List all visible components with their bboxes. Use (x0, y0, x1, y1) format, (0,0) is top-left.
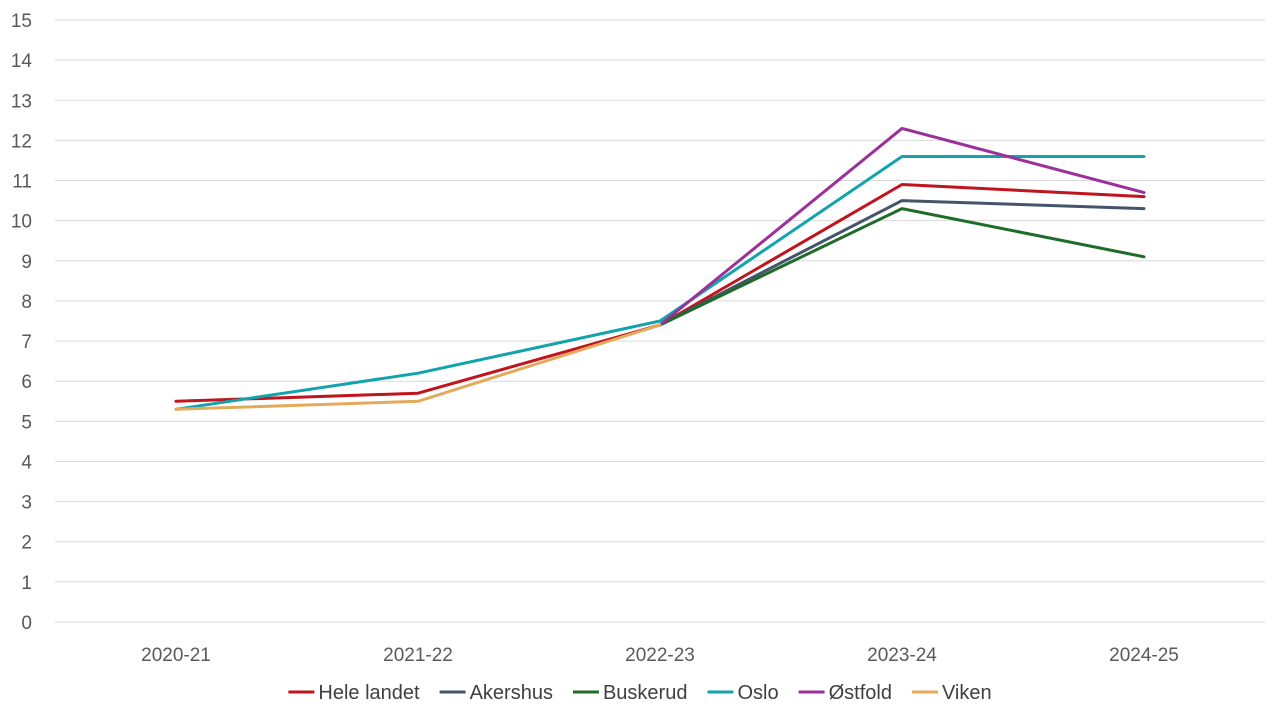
y-tick-label: 1 (21, 573, 32, 594)
legend-label: Østfold (829, 682, 892, 704)
y-tick-label: 12 (11, 131, 32, 152)
y-tick-label: 14 (11, 51, 33, 72)
x-tick-label: 2024-25 (1109, 645, 1179, 666)
series-line-buskerud (658, 207, 1146, 327)
x-tick-label: 2023-24 (867, 645, 937, 666)
series-line-akershus (658, 199, 1146, 327)
y-tick-label: 9 (21, 252, 32, 273)
y-tick-label: 5 (21, 412, 32, 433)
y-tick-label: 4 (21, 452, 32, 473)
series-line-østfold (658, 126, 1146, 327)
y-tick-label: 2 (21, 533, 32, 554)
legend-item-oslo: Oslo (707, 682, 779, 704)
y-tick-label: 7 (21, 332, 32, 353)
y-tick-label: 10 (11, 212, 32, 233)
y-tick-label: 13 (11, 91, 32, 112)
legend-item-akershus: Akershus (439, 682, 553, 704)
series-line-hele-landet (174, 183, 1146, 403)
legend-label: Viken (942, 682, 992, 704)
legend-label: Oslo (737, 682, 778, 704)
gridlines (55, 19, 1265, 623)
legend-label: Buskerud (603, 682, 688, 704)
x-tick-label: 2020-21 (141, 645, 211, 666)
legend-item-buskerud: Buskerud (572, 682, 688, 704)
legend-item-østfold: Østfold (798, 682, 892, 704)
legend-label: Akershus (470, 682, 553, 704)
legend-label: Hele landet (318, 682, 420, 704)
x-tick-label: 2021-22 (383, 645, 453, 666)
y-tick-label: 6 (21, 372, 32, 393)
legend: Hele landet Akershus Buskerud Oslo Østfold Vi… (288, 682, 992, 704)
y-tick-label: 8 (21, 292, 32, 313)
x-tick-label: 2022-23 (625, 645, 695, 666)
series-line-oslo (174, 155, 1146, 411)
y-tick-label: 0 (21, 613, 32, 634)
y-tick-label: 15 (11, 11, 32, 32)
series-line-viken (174, 323, 662, 411)
legend-item-hele-landet: Hele landet (288, 682, 420, 704)
series-lines (174, 126, 1146, 411)
y-tick-label: 3 (21, 493, 32, 514)
legend-item-viken: Viken (911, 682, 992, 704)
y-tick-label: 11 (12, 172, 32, 193)
x-axis-ticks: 2020-21 2021-22 2022-23 2023-24 2024-25 (141, 645, 1179, 666)
